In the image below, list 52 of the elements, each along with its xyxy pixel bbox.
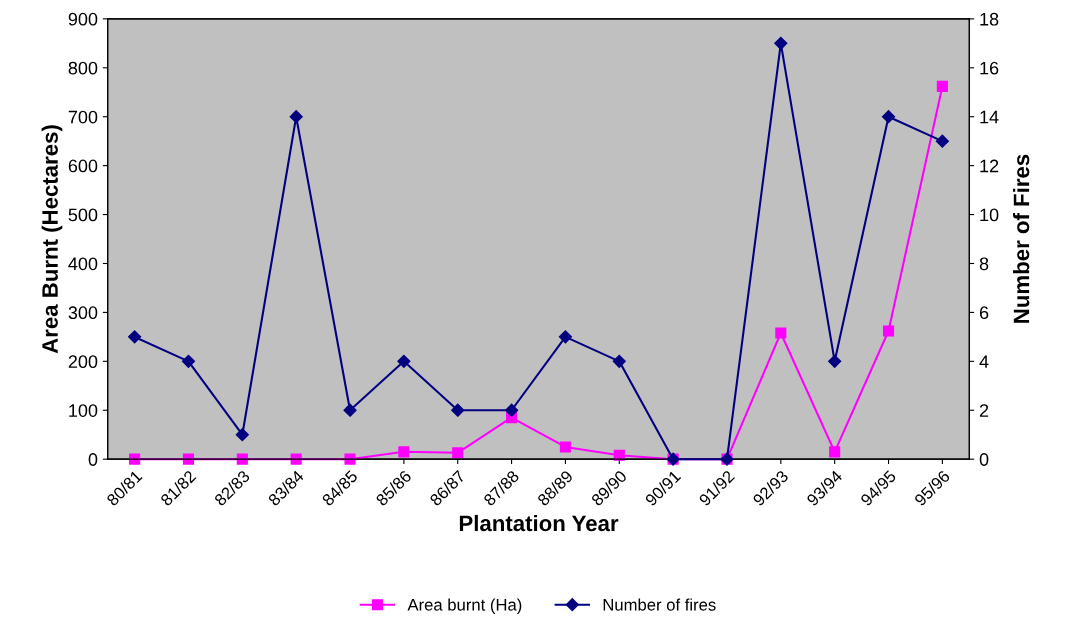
point bbox=[397, 354, 411, 368]
point bbox=[558, 330, 573, 344]
point bbox=[828, 354, 842, 368]
y-tick-label: 400 bbox=[68, 257, 98, 271]
point bbox=[344, 453, 356, 465]
point bbox=[452, 447, 464, 459]
y-tick-label: 100 bbox=[69, 404, 98, 417]
y2-axis-title: Number of Fires bbox=[1012, 154, 1030, 323]
y-tick-label: 300 bbox=[68, 306, 98, 320]
y-tick-label: 700 bbox=[68, 110, 98, 124]
point bbox=[290, 453, 302, 465]
point bbox=[936, 80, 948, 92]
y-axis-title: Area Burnt (Hectares) bbox=[41, 125, 63, 354]
point bbox=[774, 36, 788, 50]
y-tick-label: 600 bbox=[68, 159, 98, 173]
point bbox=[504, 403, 519, 417]
y2-tick-label: 10 bbox=[980, 208, 999, 222]
y2-tick-label: 12 bbox=[980, 159, 999, 173]
point bbox=[451, 403, 465, 417]
y2-tick-label: 18 bbox=[980, 12, 999, 26]
y2-tick-label: 4 bbox=[979, 355, 989, 368]
y-tick-label: 500 bbox=[68, 208, 98, 222]
point bbox=[613, 449, 625, 461]
point bbox=[128, 330, 142, 344]
x-axis-title: Plantation Year bbox=[459, 514, 619, 532]
y-tick-label: 200 bbox=[68, 355, 98, 369]
point bbox=[882, 325, 895, 337]
legend-label: Area burnt (Ha) bbox=[407, 598, 522, 614]
y-tick-label: 900 bbox=[68, 12, 98, 26]
y-tick-label: 800 bbox=[68, 61, 98, 75]
point bbox=[129, 453, 141, 465]
point bbox=[935, 134, 949, 148]
point bbox=[775, 327, 787, 339]
y2-tick-label: 16 bbox=[980, 61, 999, 75]
point bbox=[235, 428, 249, 442]
point bbox=[559, 441, 571, 453]
y2-tick-label: 14 bbox=[980, 110, 999, 124]
legend-label: Number of fires bbox=[603, 598, 716, 611]
y2-tick-label: 8 bbox=[979, 257, 989, 271]
point bbox=[181, 354, 196, 368]
point bbox=[398, 446, 410, 458]
y-tick-label: 0 bbox=[88, 453, 98, 466]
y2-tick-label: 6 bbox=[979, 306, 989, 320]
point bbox=[612, 354, 626, 368]
point bbox=[182, 453, 195, 465]
point bbox=[881, 110, 896, 124]
point bbox=[343, 403, 357, 417]
y2-tick-label: 0 bbox=[979, 453, 989, 466]
point bbox=[829, 446, 841, 458]
y2-tick-label: 2 bbox=[979, 404, 989, 417]
point bbox=[289, 110, 303, 124]
point bbox=[236, 453, 248, 465]
